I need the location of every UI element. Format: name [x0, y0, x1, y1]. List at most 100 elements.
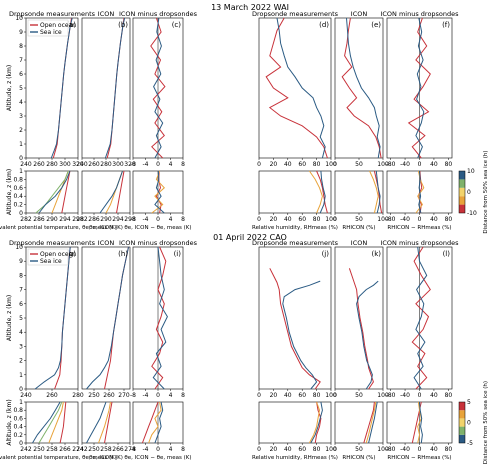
series-line [282, 280, 321, 390]
x-tick-label: 40 [430, 161, 438, 168]
x-tick-label: 290 [100, 216, 112, 223]
panel-title: Dropsonde measurements [9, 239, 96, 247]
series-line [411, 246, 431, 390]
y-tick-label: 9 [19, 29, 23, 36]
x-tick-label: 20 [270, 392, 278, 399]
axes-frame [25, 17, 79, 159]
x-axis-label: Relative humidity, RHmeas (%) [252, 225, 338, 231]
axes-frame [258, 246, 332, 390]
x-tick-label: 100 [325, 161, 337, 168]
x-tick-label: 60 [298, 216, 306, 223]
y-tick-label: 0 [19, 155, 23, 162]
x-tick-label: 100 [325, 392, 337, 399]
x-axis-label: θe, ICON (K) [89, 225, 123, 231]
colorbar-segment [459, 426, 465, 435]
series-line [50, 17, 73, 159]
y-tick-label: 7 [19, 57, 23, 64]
series-line [308, 170, 323, 214]
x-tick-label: 60 [298, 446, 306, 453]
x-tick-label: 50 [355, 161, 363, 168]
y-tick-label: 10 [15, 15, 23, 22]
x-tick-label: 100 [377, 216, 389, 223]
y-tick-label: 8 [19, 43, 23, 50]
x-tick-label: -8 [130, 446, 136, 453]
y-tick-label: 4 [19, 99, 23, 106]
series-line [99, 170, 123, 214]
colorbar-label: Distance from 50% sea ice (h) [483, 150, 489, 233]
x-tick-label: -80 [386, 446, 396, 453]
y-tick-label: 0 [19, 440, 23, 447]
x-tick-label: 0 [418, 161, 422, 168]
x-tick-label: 240 [20, 161, 32, 168]
panel-title: ICON [351, 239, 368, 247]
y-tick-label: 2 [19, 358, 23, 365]
x-tick-label: 60 [298, 392, 306, 399]
y-axis-label: Altitude, z (km) [6, 399, 13, 445]
series-line [276, 17, 326, 159]
series-line [319, 170, 326, 214]
series-line [346, 17, 381, 159]
y-tick-label: 5 [19, 85, 23, 92]
panel-title: Dropsonde measurements [252, 239, 339, 247]
axes-frame [25, 401, 79, 444]
panel-tag: (d) [319, 21, 329, 29]
series-line [369, 170, 379, 214]
x-tick-label: 40 [284, 446, 292, 453]
y-tick-label: 8 [19, 272, 23, 279]
colorbar-segment [459, 402, 465, 411]
legend-label: Open ocean [40, 22, 76, 29]
series-line [98, 401, 111, 444]
x-tick-label: 266 [112, 446, 124, 453]
colorbar-tick-label: -10 [467, 210, 477, 217]
y-tick-label: 0.8 [13, 407, 23, 414]
y-tick-label: 1 [19, 399, 23, 406]
y-tick-label: 6 [19, 301, 23, 308]
series-line [348, 268, 374, 390]
y-tick-label: 4 [19, 329, 23, 336]
x-tick-label: -80 [386, 216, 396, 223]
x-tick-label: 320 [72, 161, 84, 168]
y-tick-label: 0 [19, 210, 23, 217]
series-line [152, 246, 168, 390]
x-tick-label: -40 [400, 161, 410, 168]
x-tick-label: 274 [124, 446, 136, 453]
y-tick-label: 3 [19, 343, 23, 350]
y-tick-label: 6 [19, 71, 23, 78]
y-tick-label: 0 [19, 386, 23, 393]
x-tick-label: 8 [181, 446, 185, 453]
y-tick-label: 1 [19, 141, 23, 148]
x-tick-label: 286 [88, 216, 100, 223]
x-tick-label: -8 [130, 216, 136, 223]
series-line [48, 401, 64, 444]
series-line [150, 17, 166, 159]
axes-frame [25, 246, 79, 390]
series-line [308, 401, 321, 444]
y-tick-label: 0.2 [13, 432, 23, 439]
series-line [368, 401, 378, 444]
x-tick-label: 282 [76, 216, 88, 223]
series-line [34, 246, 71, 390]
x-tick-label: 280 [72, 392, 84, 399]
x-tick-label: 0 [333, 216, 337, 223]
x-tick-label: -4 [143, 216, 149, 223]
panel-title: ICON [98, 10, 115, 18]
y-axis-label: Altitude, z (km) [6, 65, 13, 111]
x-tick-label: -40 [400, 446, 410, 453]
axes-frame [81, 246, 131, 390]
x-tick-label: -40 [400, 392, 410, 399]
series-line [413, 246, 428, 390]
x-axis-label: RHICON − RHmeas (%) [387, 225, 451, 231]
x-tick-label: 0 [257, 392, 261, 399]
y-tick-label: 0.6 [13, 415, 23, 422]
colorbar-tick-label: 0 [467, 420, 471, 427]
x-tick-label: 80 [313, 446, 321, 453]
x-tick-label: 294 [112, 216, 124, 223]
series-line [116, 170, 125, 214]
series-line [356, 280, 379, 390]
colorbar-tick-label: 0 [467, 189, 471, 196]
x-tick-label: 80 [445, 161, 453, 168]
series-line [151, 170, 166, 214]
x-axis-label: RHICON (%) [342, 225, 375, 231]
case-title-bottom: 01 April 2022 CAO [213, 233, 287, 242]
